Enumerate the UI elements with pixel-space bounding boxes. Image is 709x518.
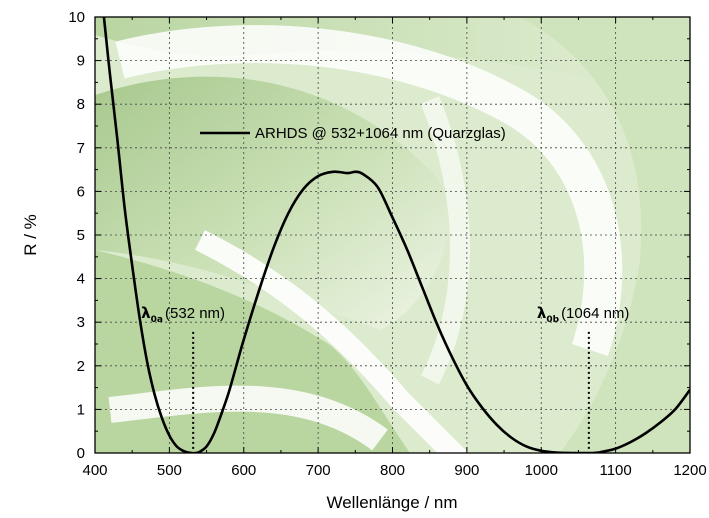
y-tick-label: 6: [77, 183, 85, 200]
series-layer: [102, 17, 690, 453]
y-tick-label: 0: [77, 445, 85, 462]
annotation-label-0: λ0a (532 nm): [141, 304, 225, 325]
x-axis-title: Wellenlänge / nm: [326, 493, 457, 512]
y-tick-label: 1: [77, 401, 85, 418]
x-tick-label: 700: [306, 462, 331, 479]
x-tick-label: 600: [231, 462, 256, 479]
grid-lines: [95, 17, 690, 453]
plot-frame: [94, 16, 691, 454]
y-tick-label: 7: [77, 140, 85, 157]
annotation-layer: λ0a (532 nm) λ0b (1064 nm): [141, 304, 629, 451]
legend-label: ARHDS @ 532+1064 nm (Quarzglas): [255, 125, 506, 142]
x-tick-label: 900: [454, 462, 479, 479]
y-tick-label: 8: [77, 96, 85, 113]
x-tick-label: 400: [82, 462, 107, 479]
series-line-0: [102, 17, 690, 453]
y-tick-label: 10: [68, 9, 85, 26]
x-tick-label: 1000: [525, 462, 558, 479]
y-tick-label: 3: [77, 314, 85, 331]
legend: ARHDS @ 532+1064 nm (Quarzglas): [200, 125, 506, 142]
x-tick-label: 800: [380, 462, 405, 479]
annotation-label-1: λ0b (1064 nm): [537, 304, 630, 325]
y-tick-labels: 0 1 2 3 4 5 6 7 8 9 10: [68, 9, 85, 462]
y-tick-label: 2: [77, 358, 85, 375]
y-tick-label: 5: [77, 227, 85, 244]
x-tick-label: 1200: [673, 462, 706, 479]
axis-ticks: [94, 16, 691, 454]
x-tick-labels: 400 500 600 700 800 900 1000 1100 1200: [82, 462, 706, 479]
y-axis-title: R / %: [21, 214, 40, 256]
y-tick-label: 9: [77, 53, 85, 70]
x-tick-label: 500: [157, 462, 182, 479]
y-tick-label: 4: [77, 271, 85, 288]
x-tick-label: 1100: [599, 462, 631, 479]
